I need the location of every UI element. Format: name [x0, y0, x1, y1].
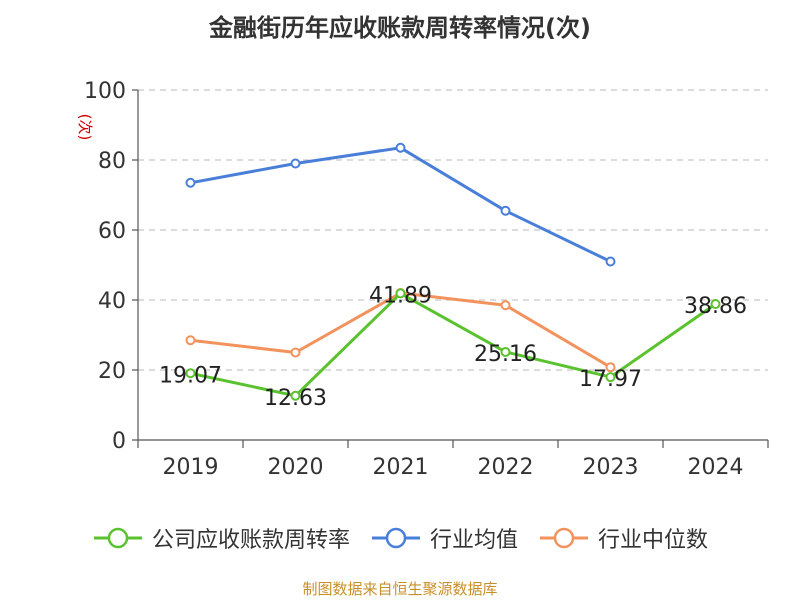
- data-point-1-0: [185, 177, 196, 188]
- data-point-1-3: [500, 205, 511, 216]
- x-tick-label-2024: 2024: [688, 455, 744, 480]
- y-tick-label: 100: [84, 79, 126, 104]
- x-tick-label-2021: 2021: [373, 455, 429, 480]
- series-line-0: [190, 291, 717, 398]
- data-label-2022: 25.16: [474, 342, 537, 367]
- data-label-2023: 17.97: [579, 367, 642, 392]
- legend-item-2[interactable]: 行业中位数: [538, 522, 708, 554]
- x-tick-labels: 2019 2020 2021 2022 2023 2024: [163, 455, 744, 480]
- data-point-0-0: [185, 368, 196, 379]
- legend-swatch-icon: [93, 527, 142, 549]
- data-point-2-3: [500, 300, 511, 311]
- data-point-2-4: [605, 362, 616, 373]
- grid-lines: [138, 89, 768, 371]
- y-tick-label: 20: [98, 359, 126, 384]
- legend-swatch-marker: [107, 527, 129, 549]
- x-tick-label-2019: 2019: [163, 455, 219, 480]
- data-point-0-1: [290, 390, 301, 401]
- x-tick-label-2023: 2023: [583, 455, 639, 480]
- legend-label: 行业均值: [429, 528, 518, 553]
- series-group: [185, 142, 721, 401]
- y-tick-label: 80: [98, 149, 126, 174]
- data-label-2021: 41.89: [369, 283, 432, 308]
- axes: [132, 89, 769, 448]
- data-point-0-4: [605, 372, 616, 383]
- data-label-2020: 12.63: [264, 386, 327, 411]
- chart-title: 金融街历年应收账款周转率情况(次): [209, 14, 591, 42]
- line-chart: 0 20 40 60 80 100 2019 2020 2021 2022 2023 2024 (次…: [76, 79, 769, 480]
- legend-item-1[interactable]: 行业均值: [370, 522, 518, 554]
- y-tick-labels: 0 20 40 60 80 100: [84, 79, 126, 454]
- y-tick-label: 0: [112, 429, 126, 454]
- x-tick-label-2020: 2020: [268, 455, 324, 480]
- legend-swatch-marker: [385, 527, 407, 549]
- y-tick-label: 40: [98, 289, 126, 314]
- data-point-2-0: [185, 335, 196, 346]
- data-point-0-3: [500, 346, 511, 357]
- source-note: 制图数据来自恒生聚源数据库: [302, 580, 498, 598]
- y-axis-label: (次): [76, 114, 94, 141]
- legend-swatch-marker: [553, 527, 575, 549]
- data-label-2019: 19.07: [159, 363, 222, 388]
- legend-label: 公司应收账款周转率: [151, 528, 350, 553]
- series-line-1: [190, 146, 612, 263]
- data-label-2024: 38.86: [684, 294, 747, 319]
- legend-swatch-icon: [540, 527, 588, 549]
- data-point-1-1: [290, 158, 301, 169]
- data-point-2-1: [290, 347, 301, 358]
- legend-item-0[interactable]: 公司应收账款周转率: [92, 522, 350, 554]
- x-tick-label-2022: 2022: [478, 455, 534, 480]
- y-tick-label: 60: [98, 219, 126, 244]
- legend-label: 行业中位数: [598, 528, 709, 553]
- data-point-1-4: [605, 256, 616, 267]
- legend-swatch-icon: [371, 527, 420, 549]
- data-labels: 19.07 12.63 41.89 25.16 17.97 38.86: [159, 283, 747, 410]
- data-point-0-5: [710, 298, 721, 309]
- data-point-0-2: [395, 288, 406, 299]
- legend: 公司应收账款周转率 行业均值 行业中位数: [0, 518, 800, 558]
- data-point-1-2: [395, 142, 406, 153]
